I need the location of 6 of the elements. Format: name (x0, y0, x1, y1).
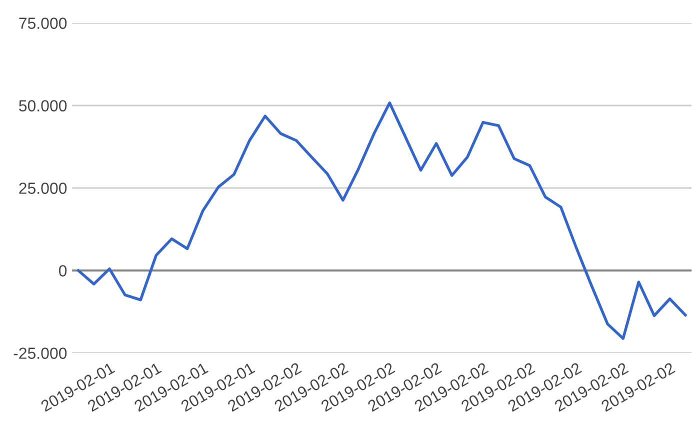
line-series (76, 101, 687, 340)
y-tick-label: -25.000 (14, 348, 67, 359)
y-tick-label: 0 (58, 265, 67, 276)
y-tick-label: 75.000 (19, 18, 67, 29)
y-tick-label: 25.000 (19, 182, 67, 194)
y-tick-label: 50.000 (19, 100, 67, 112)
